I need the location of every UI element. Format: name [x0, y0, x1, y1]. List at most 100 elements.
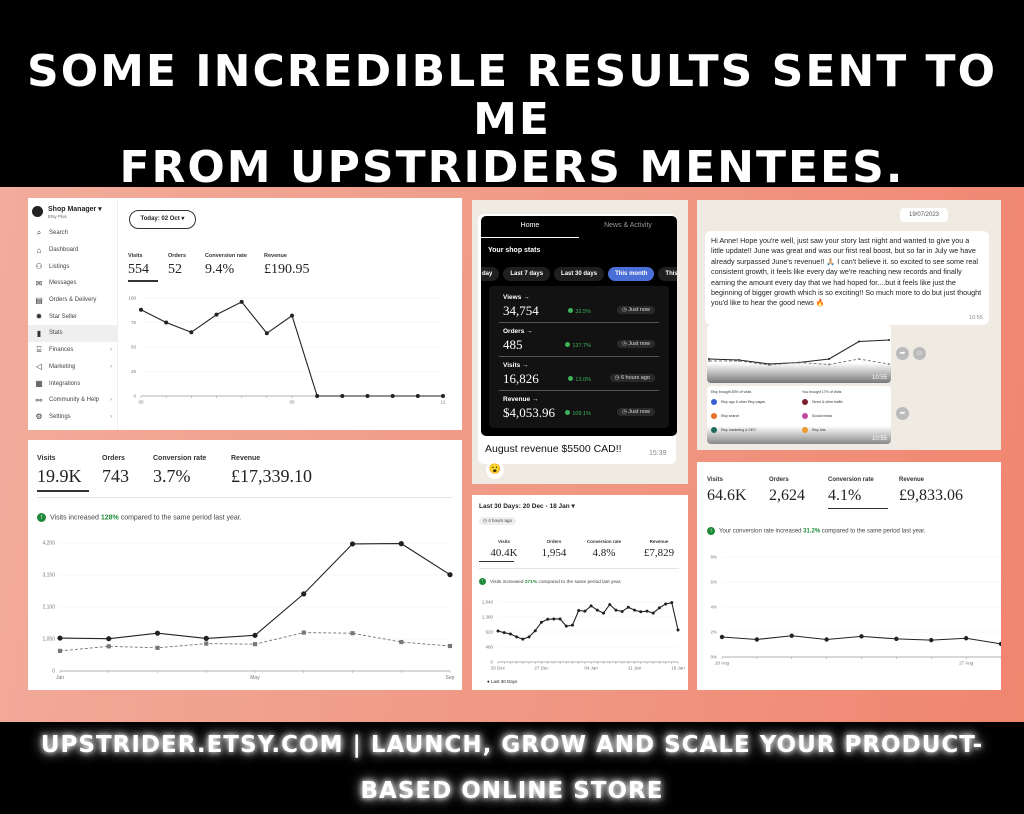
- forward-icon[interactable]: ➦: [896, 347, 909, 360]
- data-point[interactable]: [203, 635, 209, 641]
- data-point[interactable]: [415, 394, 420, 398]
- data-point[interactable]: [252, 642, 258, 647]
- data-point[interactable]: [664, 602, 668, 606]
- data-point[interactable]: [552, 617, 556, 621]
- data-point[interactable]: [620, 609, 624, 613]
- sidebar-item-star-seller[interactable]: ✹ Star Seller: [28, 308, 118, 325]
- sidebar-item-community-help[interactable]: ⚯ Community & Help ›: [28, 392, 118, 409]
- data-point[interactable]: [447, 572, 453, 578]
- filter-pill[interactable]: day: [481, 267, 500, 281]
- data-point[interactable]: [738, 360, 740, 362]
- tab-home[interactable]: Home: [520, 222, 540, 229]
- data-point[interactable]: [301, 630, 306, 635]
- data-point[interactable]: [533, 629, 537, 633]
- data-point[interactable]: [189, 330, 194, 335]
- stat-conversion-rate[interactable]: Conversion rate 4.8%: [579, 539, 629, 559]
- data-point[interactable]: [441, 394, 445, 398]
- data-point[interactable]: [577, 608, 581, 612]
- react-icon[interactable]: ☺: [913, 347, 926, 360]
- data-point[interactable]: [670, 601, 674, 605]
- data-point[interactable]: [204, 641, 209, 646]
- data-point[interactable]: [589, 604, 593, 608]
- chart-image-attachment[interactable]: 10:55: [707, 325, 891, 383]
- data-point[interactable]: [390, 394, 395, 398]
- data-point[interactable]: [754, 637, 760, 642]
- data-point[interactable]: [301, 591, 307, 597]
- stat-revenue[interactable]: Revenue £9,833.06: [899, 477, 963, 505]
- sidebar-item-listings[interactable]: ⚇ Listings: [28, 258, 118, 275]
- data-point[interactable]: [447, 643, 453, 649]
- stat-orders[interactable]: Orders 1,954: [529, 539, 579, 559]
- sidebar-item-settings[interactable]: ⚙ Settings ›: [28, 409, 118, 426]
- data-point[interactable]: [264, 331, 269, 336]
- data-point[interactable]: [139, 307, 143, 312]
- shop-stat-row[interactable]: Revenue → $4,053.96 109.1% ◷ Just now: [499, 392, 659, 425]
- data-point[interactable]: [998, 641, 1001, 647]
- data-point[interactable]: [315, 394, 320, 398]
- data-point[interactable]: [595, 608, 599, 612]
- stat-conversion-rate[interactable]: Conversion rate 3.7%: [153, 455, 206, 487]
- stat-conversion-rate[interactable]: Conversion rate 9.4%: [205, 253, 247, 278]
- data-point[interactable]: [719, 634, 725, 640]
- data-point[interactable]: [789, 633, 794, 638]
- data-point[interactable]: [963, 636, 969, 641]
- data-point[interactable]: [508, 632, 512, 636]
- stat-visits[interactable]: Visits 40.4K: [479, 539, 529, 563]
- date-picker-button[interactable]: Today: 02 Oct ▾: [129, 210, 196, 229]
- shop-stat-row[interactable]: Orders → 485 137.7% ◷ Just now: [499, 324, 659, 357]
- stat-conversion-rate[interactable]: Conversion rate 4.1%: [828, 477, 888, 510]
- data-point[interactable]: [633, 608, 637, 612]
- data-point[interactable]: [645, 609, 649, 613]
- data-point[interactable]: [602, 611, 606, 615]
- data-point[interactable]: [558, 617, 562, 621]
- sidebar-item-orders-delivery[interactable]: ▤ Orders & Delivery: [28, 292, 118, 309]
- filter-pill[interactable]: Last 7 days: [503, 267, 551, 281]
- stat-orders[interactable]: Orders 2,624: [769, 477, 805, 505]
- data-point[interactable]: [564, 624, 568, 628]
- data-point[interactable]: [340, 394, 345, 398]
- stat-visits[interactable]: Visits 554: [128, 253, 158, 282]
- data-point[interactable]: [888, 339, 890, 341]
- sidebar-item-messages[interactable]: ✉ Messages: [28, 275, 118, 292]
- tab-news-activity[interactable]: News & Activity: [604, 222, 652, 229]
- data-point[interactable]: [894, 636, 899, 642]
- stat-revenue[interactable]: Revenue £7,829: [634, 539, 684, 559]
- data-point[interactable]: [290, 313, 294, 318]
- stat-visits[interactable]: Visits 64.6K: [707, 477, 747, 505]
- data-point[interactable]: [546, 617, 550, 621]
- data-point[interactable]: [828, 358, 830, 360]
- data-point[interactable]: [496, 629, 500, 633]
- stat-revenue[interactable]: Revenue £190.95: [264, 253, 310, 278]
- sidebar-item-finances[interactable]: ⌸ Finances ›: [28, 342, 118, 359]
- data-point[interactable]: [155, 645, 160, 650]
- data-point[interactable]: [539, 620, 543, 624]
- data-point[interactable]: [608, 603, 612, 607]
- stat-orders[interactable]: Orders 52: [168, 253, 186, 278]
- data-point[interactable]: [676, 628, 680, 632]
- data-point[interactable]: [859, 634, 864, 639]
- data-point[interactable]: [399, 639, 404, 645]
- data-point[interactable]: [252, 632, 258, 638]
- forward-icon[interactable]: ➦: [896, 407, 909, 420]
- data-point[interactable]: [639, 610, 643, 614]
- sidebar-item-integrations[interactable]: ▦ Integrations: [28, 375, 118, 392]
- data-point[interactable]: [365, 394, 370, 398]
- data-point[interactable]: [657, 606, 661, 610]
- filter-pill[interactable]: This month: [608, 267, 655, 281]
- data-point[interactable]: [57, 648, 63, 653]
- data-point[interactable]: [515, 635, 519, 639]
- data-point[interactable]: [651, 611, 655, 615]
- data-point[interactable]: [824, 637, 829, 642]
- data-point[interactable]: [502, 631, 506, 635]
- data-point[interactable]: [626, 605, 630, 609]
- stat-orders[interactable]: Orders 743: [102, 455, 129, 487]
- data-point[interactable]: [583, 609, 587, 613]
- data-point[interactable]: [349, 541, 356, 547]
- stat-revenue[interactable]: Revenue £17,339.10: [231, 455, 312, 487]
- data-point[interactable]: [398, 541, 404, 547]
- reaction-emoji[interactable]: 😮: [486, 461, 504, 479]
- shop-stat-row[interactable]: Views → 34,754 32.5% ◷ Just now: [499, 290, 659, 323]
- shop-manager-title[interactable]: Shop Manager ▾: [48, 206, 102, 213]
- sidebar-item-marketing[interactable]: ◁ Marketing ›: [28, 359, 118, 376]
- filter-pill[interactable]: Last 30 days: [554, 267, 605, 281]
